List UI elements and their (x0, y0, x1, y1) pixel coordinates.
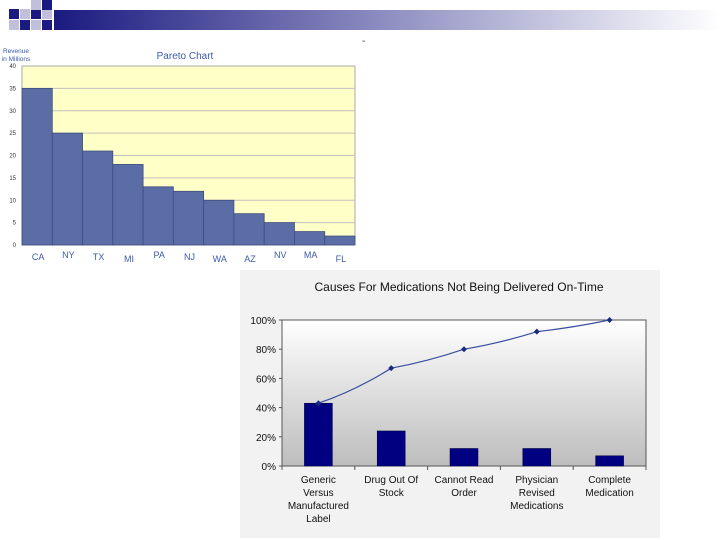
y-tick-label: 0% (262, 462, 277, 473)
banner-square (31, 0, 41, 10)
bar (233, 213, 265, 246)
y-tick-label: 80% (256, 345, 276, 356)
x-tick-label: PA (154, 250, 165, 260)
y-tick-label: 5 (13, 221, 17, 227)
y-tick-label: 30 (9, 109, 16, 115)
x-tick-label: Physician Revised Medications (510, 475, 563, 512)
x-tick-label: NV (274, 250, 287, 260)
x-tick-label: NJ (184, 252, 195, 262)
bar (112, 164, 144, 246)
cumulative-point (461, 346, 467, 353)
banner-square (42, 9, 52, 19)
banner-square (31, 9, 41, 19)
x-tick-label: Drug Out Of Stock (364, 475, 418, 499)
y-tick-label: 25 (9, 131, 16, 137)
bar (304, 402, 333, 467)
chart-title: Causes For Medications Not Being Deliver… (314, 280, 603, 294)
bar (449, 448, 479, 467)
y-tick-label: 0 (13, 243, 17, 249)
bar (263, 222, 295, 246)
x-tick-label: CA (32, 252, 45, 262)
x-tick-label: WA (213, 254, 227, 264)
bar (21, 87, 53, 246)
x-tick-label: MA (304, 250, 318, 260)
banner-square (42, 0, 52, 10)
y-tick-label: 20% (256, 433, 276, 444)
banner-square (42, 20, 52, 30)
bar (324, 235, 356, 246)
y-tick-label: 35 (9, 86, 16, 92)
bar (522, 448, 552, 467)
medication-causes-chart: Causes For Medications Not Being Deliver… (240, 270, 660, 538)
banner-square (20, 20, 30, 30)
stray-mark: - (362, 36, 366, 47)
y-tick-label: 100% (250, 316, 276, 327)
bar (595, 455, 624, 467)
bar (172, 190, 205, 246)
x-tick-label: Cannot Read Order (435, 475, 494, 499)
y-tick-label: 20 (9, 154, 16, 160)
x-tick-label: AZ (244, 254, 256, 264)
slide-banner (9, 0, 720, 30)
bar (376, 430, 406, 467)
cumulative-point (388, 365, 395, 372)
banner-gradient-bar (54, 10, 720, 30)
cumulative-point (533, 328, 540, 335)
banner-square (31, 20, 41, 30)
bar (51, 132, 83, 246)
plot-area (281, 319, 647, 467)
x-tick-label: NY (62, 250, 75, 260)
y-axis-label: in Millions (2, 56, 31, 63)
x-tick-label: TX (93, 252, 105, 262)
bar (294, 231, 326, 246)
y-tick-label: 40% (256, 404, 276, 415)
cumulative-point (315, 400, 322, 407)
banner-square (9, 20, 19, 30)
banner-square (20, 9, 30, 19)
chart-title: Pareto Chart (157, 51, 214, 62)
x-tick-label: Complete Medication (585, 475, 633, 499)
bar (203, 199, 235, 246)
x-tick-label: FL (336, 254, 347, 264)
y-axis-label: Revenue (3, 48, 29, 55)
banner-square (9, 9, 19, 19)
y-tick-label: 60% (256, 374, 276, 385)
cumulative-point (606, 317, 613, 323)
bar (82, 150, 114, 246)
y-tick-label: 15 (9, 176, 16, 182)
x-tick-label: Generic Versus Manufactured Label (288, 475, 349, 525)
y-tick-label: 40 (9, 64, 16, 70)
x-tick-label: MI (124, 254, 134, 264)
y-tick-label: 10 (9, 198, 16, 204)
bar (142, 186, 174, 246)
